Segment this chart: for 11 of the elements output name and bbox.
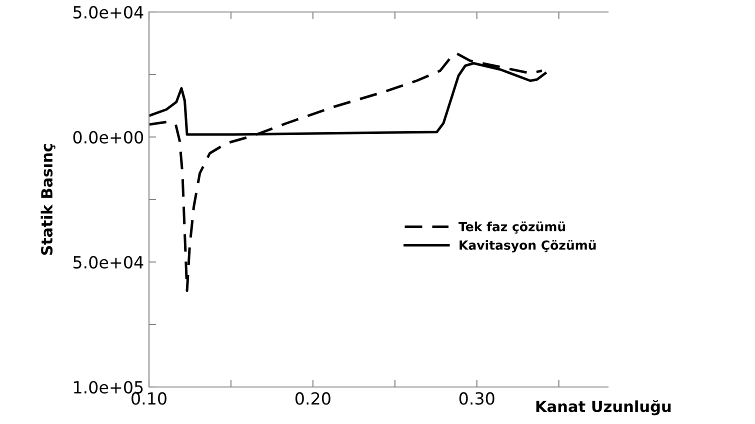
- y-tick-label: 5.0e+04: [73, 6, 144, 19]
- x-axis-title: Kanat Uzunluğu: [536, 400, 671, 416]
- y-tick-label: 1.0e+05: [74, 380, 143, 394]
- y-axis-title: Statik Basınç: [40, 144, 56, 255]
- y-tick-label: 5.0e+04: [73, 256, 144, 269]
- x-tick-label: 0.10: [132, 392, 166, 405]
- x-tick-label: 0.30: [459, 392, 494, 405]
- x-tick-label: 0.20: [295, 392, 330, 405]
- legend-label: Kavitasyon Çözümü: [460, 240, 596, 252]
- y-tick-label: 0.0e+00: [73, 130, 144, 144]
- legend-label: Tek faz çözümü: [458, 221, 566, 234]
